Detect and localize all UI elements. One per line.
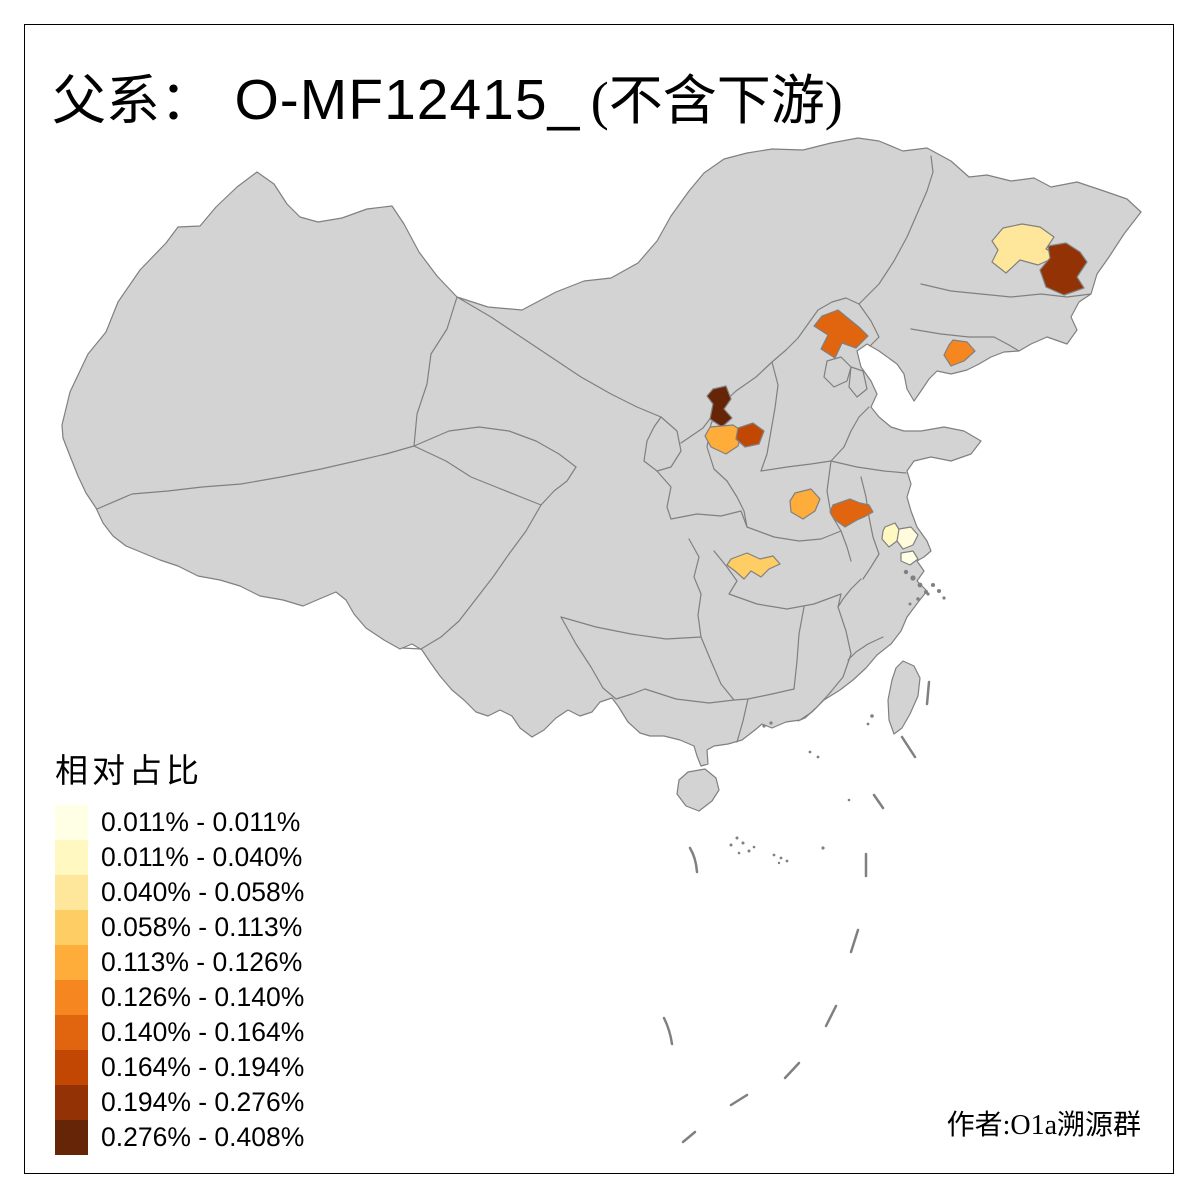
region-jiangsu-central: [881, 522, 901, 548]
legend-label: 0.276% - 0.408%: [101, 1122, 305, 1152]
legend-item: 0.113% - 0.126%: [55, 945, 304, 980]
legend-label: 0.113% - 0.126%: [101, 947, 303, 977]
legend-label: 0.040% - 0.058%: [101, 877, 305, 907]
legend-swatch: [55, 1120, 88, 1155]
region-chongqing-east: [726, 552, 781, 580]
title-haplogroup-code: O-MF12415_: [234, 68, 581, 132]
beijing-border: [823, 356, 852, 388]
legend-label: 0.058% - 0.113%: [101, 912, 303, 942]
region-shanxi-west: [706, 385, 733, 428]
legend-swatch: [55, 1085, 88, 1120]
legend-label: 0.011% - 0.040%: [101, 842, 303, 872]
title-suffix: (不含下游): [590, 71, 843, 131]
page-title: 父系： O-MF12415_ (不含下游): [52, 56, 843, 135]
legend-item: 0.194% - 0.276%: [55, 1085, 304, 1120]
tianjin-border: [848, 366, 868, 398]
legend-label: 0.011% - 0.011%: [101, 807, 301, 837]
legend-swatch: [55, 945, 88, 980]
small-islands: [729, 569, 946, 865]
legend-label: 0.194% - 0.276%: [101, 1087, 305, 1117]
taiwan-island: [887, 660, 921, 735]
region-shanxi-southwest: [704, 424, 743, 455]
legend-item: 0.011% - 0.040%: [55, 840, 304, 875]
legend-label: 0.164% - 0.194%: [101, 1052, 305, 1082]
region-liaoning-southeast: [943, 339, 976, 367]
region-shanxi-southeast: [735, 422, 765, 448]
region-jiangsu-south: [900, 550, 919, 566]
nine-dash-line: [662, 680, 931, 1144]
legend-label: 0.140% - 0.164%: [101, 1017, 305, 1047]
hainan-island: [676, 768, 720, 812]
legend-item: 0.126% - 0.140%: [55, 980, 304, 1015]
legend-swatch: [55, 1050, 88, 1085]
legend-swatch: [55, 840, 88, 875]
province-borders: [96, 155, 1092, 743]
mainland-outline: [61, 137, 1142, 767]
legend-swatch: [55, 875, 88, 910]
map-borders: [61, 137, 1142, 1144]
legend-item: 0.276% - 0.408%: [55, 1120, 304, 1155]
region-jiangsu-east: [896, 526, 919, 550]
legend-swatch: [55, 1015, 88, 1050]
legend-item: 0.011% - 0.011%: [55, 805, 304, 840]
legend-item: 0.040% - 0.058%: [55, 875, 304, 910]
highlighted-regions: [704, 223, 1088, 580]
region-anhui-northwest: [829, 498, 874, 528]
legend-swatch: [55, 910, 88, 945]
region-northeast-east: [1039, 242, 1088, 296]
title-prefix: 父系：: [52, 71, 214, 131]
legend-label: 0.126% - 0.140%: [101, 982, 305, 1012]
legend-title: 相对占比: [55, 754, 203, 790]
region-henan-central: [789, 488, 821, 520]
legend-item: 0.140% - 0.164%: [55, 1015, 304, 1050]
legend-item: 0.164% - 0.194%: [55, 1050, 304, 1085]
legend-item: 0.058% - 0.113%: [55, 910, 304, 945]
legend: 相对占比 0.011% - 0.011% 0.011% - 0.040% 0.0…: [55, 744, 304, 1155]
legend-swatch: [55, 980, 88, 1015]
author-credit: 作者:O1a溯源群: [946, 1110, 1141, 1141]
legend-swatch: [55, 805, 88, 840]
region-hebei-north: [813, 309, 869, 359]
